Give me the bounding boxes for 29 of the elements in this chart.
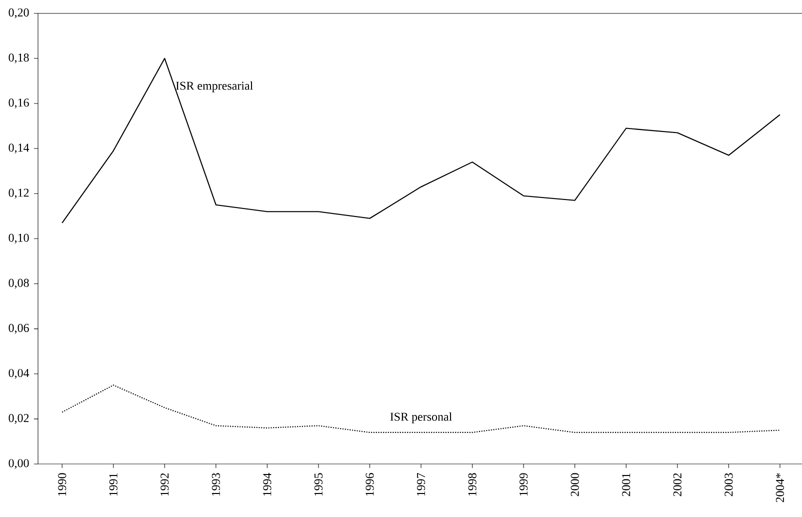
x-tick-label: 1993 [212,473,220,496]
x-tick-label: 2002 [673,473,682,496]
y-tick-label: 0,16 [8,98,29,108]
x-tick-label: 1999 [520,473,528,496]
x-tick-label: 1998 [468,473,476,496]
y-tick-label: 0,18 [8,53,29,64]
x-tick-label: 2000 [570,473,579,496]
x-tick-label: 2004* [776,473,784,502]
y-tick-label: 0,10 [8,234,29,244]
x-tick-label: 1997 [417,472,426,496]
y-tick-label: 0,06 [8,324,29,334]
y-tick-label: 0,00 [8,458,29,469]
x-tick-label: 2003 [724,473,733,496]
y-tick-label: 0,20 [8,8,29,18]
y-tick-label: 0,08 [8,278,29,288]
x-tick-label: 1992 [160,473,169,496]
x-tick-label: 1991 [109,473,118,496]
line-series [62,58,780,224]
x-tick-label: 1995 [314,473,323,496]
series-label: ISR empresarial [176,81,253,92]
y-tick-label: 0,14 [8,143,30,154]
series-label: ISR personal [390,412,452,424]
y-tick-label: 0,04 [8,368,30,379]
y-tick-label: 0,02 [8,414,29,424]
x-tick-label: 1994 [263,472,272,496]
x-tick-label: 1990 [58,473,66,496]
x-tick-label: 2001 [622,473,630,496]
y-tick-label: 0,12 [8,188,29,198]
x-tick-label: 1996 [366,472,374,496]
